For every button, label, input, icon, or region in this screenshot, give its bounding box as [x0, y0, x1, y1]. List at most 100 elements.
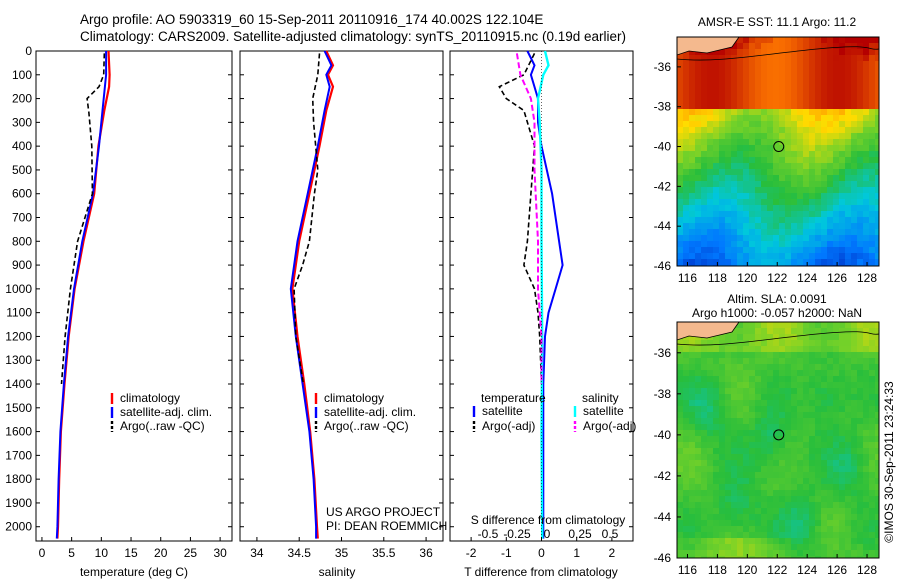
map-cell [869, 91, 875, 97]
map-cell [833, 49, 839, 55]
map-cell [749, 406, 755, 412]
map-cell [785, 466, 791, 472]
map-cell [857, 502, 863, 508]
map-cell [785, 175, 791, 181]
map-cell [761, 526, 767, 532]
map-cell [737, 223, 743, 229]
map-cell [689, 253, 695, 259]
map-cell [851, 211, 857, 217]
map-cell [779, 556, 785, 558]
map-cell [863, 187, 869, 193]
map-cell [767, 352, 773, 358]
map-cell [689, 358, 695, 364]
map-cell [839, 181, 845, 187]
map-cell [713, 163, 719, 169]
map-cell [851, 253, 857, 259]
map-cell [875, 424, 879, 430]
map-cell [689, 520, 695, 526]
map-cell [809, 61, 815, 67]
map-cell [719, 508, 725, 514]
map-cell [833, 61, 839, 67]
map-cell [827, 79, 833, 85]
map-cell [719, 352, 725, 358]
map-cell [701, 85, 707, 91]
map-cell [725, 49, 731, 55]
map-cell [683, 175, 689, 181]
map-cell [833, 103, 839, 109]
map-cell [773, 472, 779, 478]
map-cell [815, 412, 821, 418]
map-cell [827, 235, 833, 241]
side-credit-label: ©IMOS 30-Sep-2011 23:24:33 [882, 381, 896, 543]
map-cell [797, 490, 803, 496]
y-tick-label: 200 [12, 92, 32, 106]
map-cell [797, 520, 803, 526]
map-cell [755, 406, 761, 412]
map-cell [809, 346, 815, 352]
contour-line [676, 331, 880, 346]
map-cell [875, 103, 879, 109]
map-cell [815, 400, 821, 406]
map-cell [737, 193, 743, 199]
map-cell [683, 430, 689, 436]
map-cell [749, 556, 755, 558]
map-cell [695, 448, 701, 454]
map-cell [701, 79, 707, 85]
map-cell [857, 526, 863, 532]
map-cell [797, 235, 803, 241]
map-cell [815, 181, 821, 187]
map-x-tick-label: 122 [767, 271, 787, 285]
map-cell [755, 448, 761, 454]
map-cell [803, 460, 809, 466]
map-cell [845, 328, 851, 334]
map-cell [743, 520, 749, 526]
map-cell [845, 508, 851, 514]
map-cell [821, 376, 827, 382]
map-cell [713, 364, 719, 370]
map-cell [749, 73, 755, 79]
map-cell [827, 127, 833, 133]
map-cell [827, 247, 833, 253]
map-cell [773, 145, 779, 151]
map-cell [743, 151, 749, 157]
map-cell [725, 526, 731, 532]
map-cell [827, 133, 833, 139]
map-cell [689, 157, 695, 163]
map-cell [713, 121, 719, 127]
map-cell [683, 187, 689, 193]
map-cell [707, 496, 713, 502]
map-cell [719, 520, 725, 526]
map-cell [857, 532, 863, 538]
map-cell [827, 394, 833, 400]
map-cell [773, 253, 779, 259]
map-cell [803, 121, 809, 127]
map-cell [767, 241, 773, 247]
map-cell [743, 241, 749, 247]
map-cell [785, 103, 791, 109]
map-cell [875, 532, 879, 538]
map-cell [809, 67, 815, 73]
map-cell [743, 538, 749, 544]
map-cell [731, 400, 737, 406]
map-cell [833, 139, 839, 145]
map-cell [773, 544, 779, 550]
map-cell [797, 61, 803, 67]
map-cell [845, 241, 851, 247]
map-cell [875, 430, 879, 436]
map-cell [695, 478, 701, 484]
map-cell [689, 490, 695, 496]
series-salinity-argo-adj- [515, 53, 543, 384]
map-cell [731, 346, 737, 352]
map-cell [803, 334, 809, 340]
map-cell [773, 127, 779, 133]
map-cell [743, 484, 749, 490]
map-cell [767, 538, 773, 544]
map-cell [683, 376, 689, 382]
map-cell [761, 55, 767, 61]
map-cell [833, 79, 839, 85]
map-cell [683, 181, 689, 187]
map-cell [701, 544, 707, 550]
map-cell [779, 472, 785, 478]
top-axis-label: S difference from climatology [471, 513, 626, 527]
map-cell [767, 406, 773, 412]
